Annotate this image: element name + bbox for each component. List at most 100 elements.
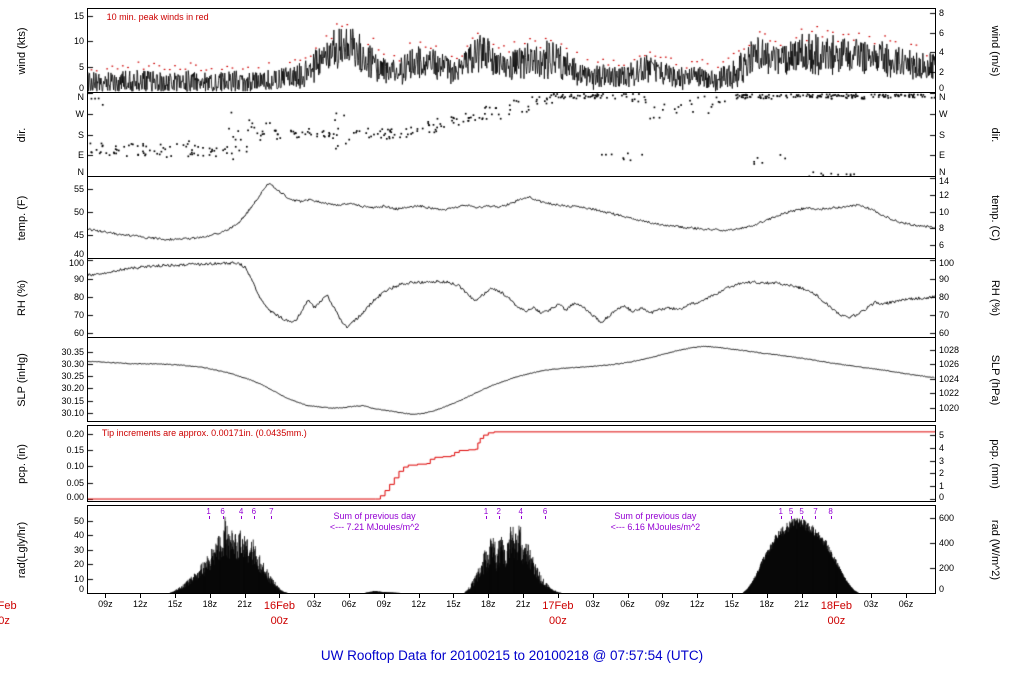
axis-title-right-rad: rad (W/m^2) xyxy=(989,519,1001,580)
rad-sum-annotation-line1: Sum of previous day xyxy=(614,511,697,521)
wind-right-tick-label: 0 xyxy=(939,83,945,93)
temp-left-tick-label: 50 xyxy=(73,206,84,217)
x-tick-mark xyxy=(105,594,107,598)
rad-hour-tick xyxy=(520,516,522,519)
dir-plot-canvas xyxy=(88,93,935,176)
x-tick-mark xyxy=(175,594,177,598)
pcp-right-tick-label: 3 xyxy=(939,455,945,466)
dir-left-tick-label: E xyxy=(77,150,84,161)
x-tick-label: 21z xyxy=(515,599,531,609)
rad-sum-annotation-line1: Sum of previous day xyxy=(333,511,416,521)
axis-title-left-rh: RH (%) xyxy=(16,279,28,317)
dir-right-tick-label: N xyxy=(939,92,946,102)
x-tick-label: 21z xyxy=(794,599,809,609)
x-tick-label: 21z xyxy=(237,599,252,609)
rad-hour-tick xyxy=(545,516,547,519)
pcp-left-tick-label: 0.05 xyxy=(66,477,84,488)
temp-right-tick-label: 6 xyxy=(939,240,945,251)
x-tick-mark xyxy=(418,594,420,598)
temp-right-tick-label: 12 xyxy=(939,190,950,201)
rad-hour-tick xyxy=(815,516,817,519)
rad-right-tick-label: 0 xyxy=(939,584,945,594)
pcp-left-tick-label: 0.10 xyxy=(66,461,84,472)
x-tick-label: 15z xyxy=(167,599,183,609)
dir-right-tick-label: W xyxy=(939,108,948,119)
temp-right-tick-label: 14 xyxy=(939,176,950,186)
rad-hour-marker: 1 xyxy=(206,507,211,516)
rad-right-tick-label: 600 xyxy=(939,513,955,524)
x-tick-mark xyxy=(627,594,629,598)
x-tick-label: 18z xyxy=(202,599,218,609)
wind-right-tick-label: 6 xyxy=(939,27,945,38)
chart-title: UW Rooftop Data for 20100215 to 20100218… xyxy=(320,648,704,663)
temp-left-tick-label: 45 xyxy=(73,229,84,240)
rad-hour-tick xyxy=(498,516,500,519)
pcp-right-tick-label: 0 xyxy=(939,492,945,502)
panel-dir xyxy=(87,92,936,177)
rh-left-tick-label: 80 xyxy=(73,291,84,302)
x-tick-mark xyxy=(871,594,873,598)
pcp-right-tick-label: 5 xyxy=(939,429,945,440)
rad-hour-marker: 5 xyxy=(799,507,804,516)
x-tick-label: 09z xyxy=(98,599,113,609)
axis-title-right-slp: SLP (hPa) xyxy=(989,354,1001,405)
rad-hour-tick xyxy=(485,516,487,519)
dir-left-tick-label: S xyxy=(77,129,84,140)
rh-right-tick-label: 70 xyxy=(939,310,950,321)
x-tick-mark xyxy=(766,594,768,598)
rh-left-tick-label: 100 xyxy=(68,258,84,268)
slp-right-tick-label: 1028 xyxy=(939,344,960,355)
axis-title-right-temp: temp. (C) xyxy=(989,194,1001,241)
axis-title-left-temp: temp. (F) xyxy=(16,195,28,240)
x-tick-mark xyxy=(662,594,664,598)
x-tick-label: 18z xyxy=(481,599,496,609)
wind-right-tick-label: 8 xyxy=(939,8,945,18)
wind-annotation: 10 min. peak winds in red xyxy=(106,12,209,22)
slp-left-tick-label: 30.10 xyxy=(61,408,84,419)
rad-left-tick-label: 0 xyxy=(78,584,84,594)
rh-right-tick-label: 90 xyxy=(939,273,950,284)
axis-title-right-rh: RH (%) xyxy=(989,279,1001,317)
day-sublabel: 00z xyxy=(270,615,289,627)
x-tick-label: 03z xyxy=(863,599,879,609)
x-tick-mark xyxy=(488,594,490,598)
rad-hour-marker: 7 xyxy=(269,507,274,516)
temp-right-tick-label: 8 xyxy=(939,223,945,234)
dir-right-tick-label: S xyxy=(939,129,946,140)
wind-left-tick-label: 10 xyxy=(73,36,84,47)
rad-sum-annotation-line2: <--- 7.21 MJoules/m^2 xyxy=(329,522,420,532)
temp-left-tick-label: 40 xyxy=(73,249,84,259)
pcp-left-tick-label: 0.15 xyxy=(66,445,84,456)
pcp-plot-canvas xyxy=(88,426,935,501)
rad-hour-marker: 4 xyxy=(238,507,244,516)
x-tick-mark xyxy=(801,594,803,598)
x-tick-mark xyxy=(836,594,838,598)
x-tick-mark xyxy=(209,594,211,598)
axis-title-left-rad: rad(Lgly/hr) xyxy=(16,521,28,578)
x-tick-mark xyxy=(314,594,316,598)
x-tick-mark xyxy=(279,594,281,598)
panel-temp xyxy=(87,176,936,259)
x-tick-mark xyxy=(557,594,559,598)
rad-hour-tick xyxy=(253,516,255,519)
x-tick-mark xyxy=(383,594,385,598)
x-tick-mark xyxy=(905,594,907,598)
slp-right-tick-label: 1024 xyxy=(939,373,960,384)
rad-left-tick-label: 30 xyxy=(73,544,84,555)
wind-left-tick-label: 0 xyxy=(78,83,84,93)
axis-title-left-slp: SLP (inHg) xyxy=(16,352,28,407)
axis-title-left-dir: dir. xyxy=(16,127,28,142)
rad-hour-tick xyxy=(830,516,832,519)
x-tick-mark xyxy=(140,594,142,598)
x-tick-label: 09z xyxy=(655,599,670,609)
rad-hour-marker: 6 xyxy=(220,507,225,516)
rad-hour-tick xyxy=(780,516,782,519)
axis-title-right-pcp: pcp. (mm) xyxy=(989,438,1001,489)
day-label: 18Feb xyxy=(820,600,852,612)
temp-plot-canvas xyxy=(88,177,935,258)
rh-right-tick-label: 100 xyxy=(939,258,955,268)
rh-left-tick-label: 90 xyxy=(73,273,84,284)
day-sublabel: 00z xyxy=(0,615,10,627)
x-tick-label: 09z xyxy=(376,599,392,609)
